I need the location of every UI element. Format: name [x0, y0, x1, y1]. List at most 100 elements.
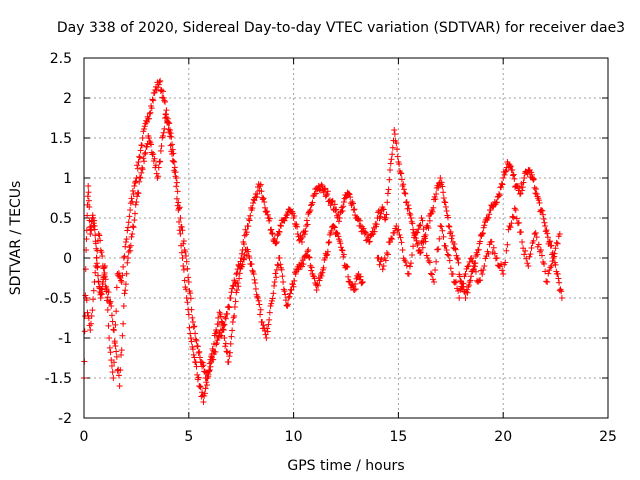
data-point [335, 233, 342, 240]
data-point [419, 217, 426, 224]
data-point [224, 310, 231, 317]
data-point [464, 289, 471, 296]
data-point [176, 227, 183, 234]
data-point [162, 111, 169, 117]
data-point [187, 330, 194, 337]
data-point [358, 280, 365, 287]
data-point [384, 190, 391, 197]
data-point [536, 199, 543, 206]
data-point [273, 239, 280, 245]
data-point [322, 185, 329, 192]
data-point [312, 190, 319, 197]
data-point [141, 158, 148, 165]
data-point [446, 223, 453, 230]
data-point [361, 228, 368, 235]
data-point [554, 240, 561, 247]
data-point [520, 179, 527, 186]
data-point [136, 153, 143, 160]
data-point [363, 230, 370, 237]
data-point [130, 191, 137, 198]
chart-title: Day 338 of 2020, Sidereal Day-to-day VTE… [57, 20, 625, 36]
data-point [168, 133, 175, 140]
data-point [116, 383, 123, 389]
data-point [274, 232, 281, 239]
data-point [552, 261, 559, 268]
data-point [136, 174, 143, 181]
data-point [532, 229, 539, 236]
data-point [538, 252, 545, 259]
data-point [414, 240, 421, 247]
data-point [108, 362, 115, 369]
data-point [340, 203, 347, 210]
data-point [81, 328, 88, 335]
data-point [500, 271, 507, 277]
data-point [360, 225, 367, 232]
data-point [251, 197, 258, 204]
data-point [324, 251, 331, 258]
plot-frame [83, 57, 609, 419]
data-point [120, 320, 127, 327]
data-point [303, 217, 310, 224]
data-point [265, 321, 272, 328]
data-point [340, 251, 347, 258]
data-point [375, 209, 382, 216]
data-point [407, 215, 414, 221]
data-point [175, 207, 182, 213]
data-point [82, 292, 89, 299]
data-point [185, 279, 192, 285]
data-point [489, 204, 496, 211]
data-point [385, 186, 392, 193]
data-point [205, 371, 212, 378]
data-point [257, 183, 264, 189]
data-point [530, 176, 537, 183]
data-point [402, 190, 409, 197]
data-point [510, 171, 517, 178]
data-point [512, 207, 519, 213]
data-point [119, 332, 126, 339]
data-point [415, 226, 422, 233]
data-point [323, 192, 330, 199]
data-point [210, 340, 217, 347]
data-point [222, 343, 229, 350]
data-point [504, 241, 511, 248]
data-point [106, 335, 113, 341]
data-point [178, 249, 185, 256]
data-point [98, 249, 105, 256]
data-point [338, 244, 345, 251]
data-point [380, 263, 387, 269]
data-point [156, 158, 163, 165]
data-point [399, 247, 406, 253]
data-point [500, 175, 507, 181]
data-point [315, 282, 322, 289]
data-point [479, 231, 486, 237]
data-point [220, 326, 227, 333]
data-point [93, 254, 100, 261]
data-point [106, 300, 113, 307]
x-tick-label: 25 [599, 429, 617, 445]
data-point [138, 164, 145, 171]
data-point [304, 248, 311, 255]
data-point [166, 127, 173, 133]
data-point [508, 220, 515, 227]
data-point [352, 212, 359, 219]
data-point [194, 343, 201, 350]
data-point [186, 324, 193, 331]
data-point [138, 169, 145, 176]
data-point [509, 213, 516, 220]
data-point [507, 163, 514, 170]
data-point [124, 259, 131, 266]
data-point [295, 266, 302, 273]
data-point [435, 246, 442, 253]
data-point [444, 251, 451, 258]
data-point [427, 270, 434, 277]
data-point [236, 270, 243, 277]
data-point [264, 211, 271, 218]
data-point [261, 199, 268, 205]
data-point [379, 266, 386, 273]
data-point [496, 191, 503, 197]
data-point [87, 320, 94, 327]
data-point [421, 233, 428, 240]
data-point [97, 237, 104, 244]
data-point [401, 190, 408, 197]
data-point [533, 234, 540, 241]
